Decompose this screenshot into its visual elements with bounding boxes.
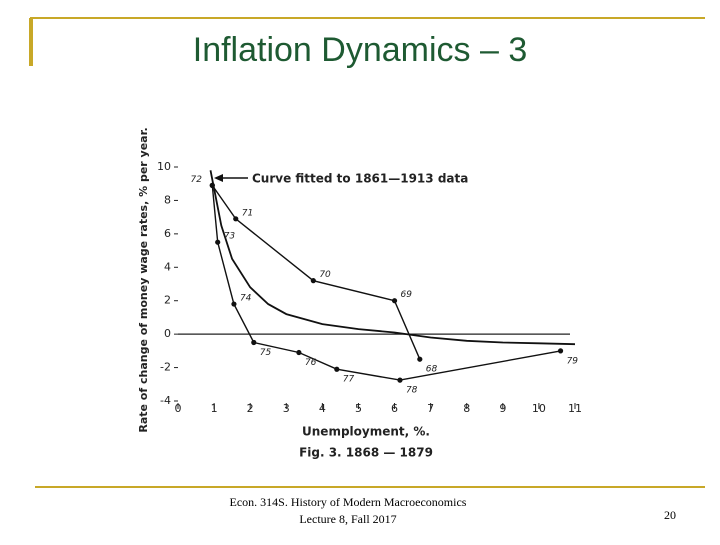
x-tick-label: 8	[463, 402, 470, 415]
page-number: 20	[664, 508, 676, 522]
y-tick-label: 2	[164, 294, 171, 307]
x-tick-label: 7	[427, 402, 434, 415]
point-label: 74	[240, 294, 252, 304]
y-tick-label: 6	[164, 227, 171, 240]
series-line	[211, 185, 561, 381]
x-tick-label: 4	[319, 402, 326, 415]
data-point	[310, 278, 316, 284]
y-axis-label: Rate of change of money wage rates, % pe…	[137, 127, 150, 432]
caption: Fig. 3. 1868 — 1879	[299, 446, 433, 460]
footer: Econ. 314S. History of Modern Macroecono…	[230, 495, 467, 509]
x-tick-label: 1	[211, 402, 218, 415]
annotation: Curve fitted to 1861—1913 data	[252, 172, 468, 186]
footer: Lecture 8, Fall 2017	[299, 512, 396, 526]
x-tick-label: 0	[175, 402, 182, 415]
data-point	[397, 377, 403, 383]
x-tick-label: 10	[532, 402, 546, 415]
x-tick-label: 2	[247, 402, 254, 415]
slide-title: Inflation Dynamics – 3	[193, 31, 528, 69]
point-label: 78	[406, 386, 418, 396]
data-point	[215, 239, 221, 245]
x-tick-label: 9	[499, 402, 506, 415]
data-point	[557, 348, 564, 354]
point-label: 77	[343, 375, 355, 385]
point-label: 72	[191, 175, 203, 185]
y-tick-label: 10	[157, 160, 171, 173]
point-label: 76	[305, 358, 317, 368]
y-tick-label: 4	[164, 260, 171, 273]
y-tick-label: -4	[160, 394, 171, 407]
data-point	[209, 182, 215, 188]
point-label: 69	[401, 290, 413, 300]
data-point	[296, 349, 302, 356]
x-tick-label: 6	[391, 402, 398, 415]
point-label: 73	[224, 232, 236, 242]
data-point	[233, 216, 239, 222]
y-tick-label: -2	[160, 361, 171, 374]
data-point	[334, 366, 340, 372]
x-tick-label: 3	[283, 402, 290, 415]
chart: Rate of change of money wage rates, % pe…	[137, 127, 582, 459]
y-tick-label: 8	[164, 193, 171, 206]
point-label: 75	[260, 348, 272, 358]
x-axis-label: Unemployment, %.	[302, 425, 430, 439]
point-label: 79	[567, 356, 579, 366]
point-label: 70	[319, 270, 331, 280]
point-label: 68	[426, 365, 438, 375]
x-tick-label: 11	[568, 402, 582, 415]
data-point	[391, 298, 398, 304]
point-label: 71	[242, 208, 253, 218]
fitted-curve	[209, 170, 576, 346]
y-tick-label: 0	[164, 327, 171, 340]
data-point	[417, 356, 423, 362]
data-point	[251, 339, 257, 346]
data-point	[231, 301, 237, 307]
arrow-head	[214, 174, 223, 182]
x-tick-label: 5	[355, 402, 362, 415]
